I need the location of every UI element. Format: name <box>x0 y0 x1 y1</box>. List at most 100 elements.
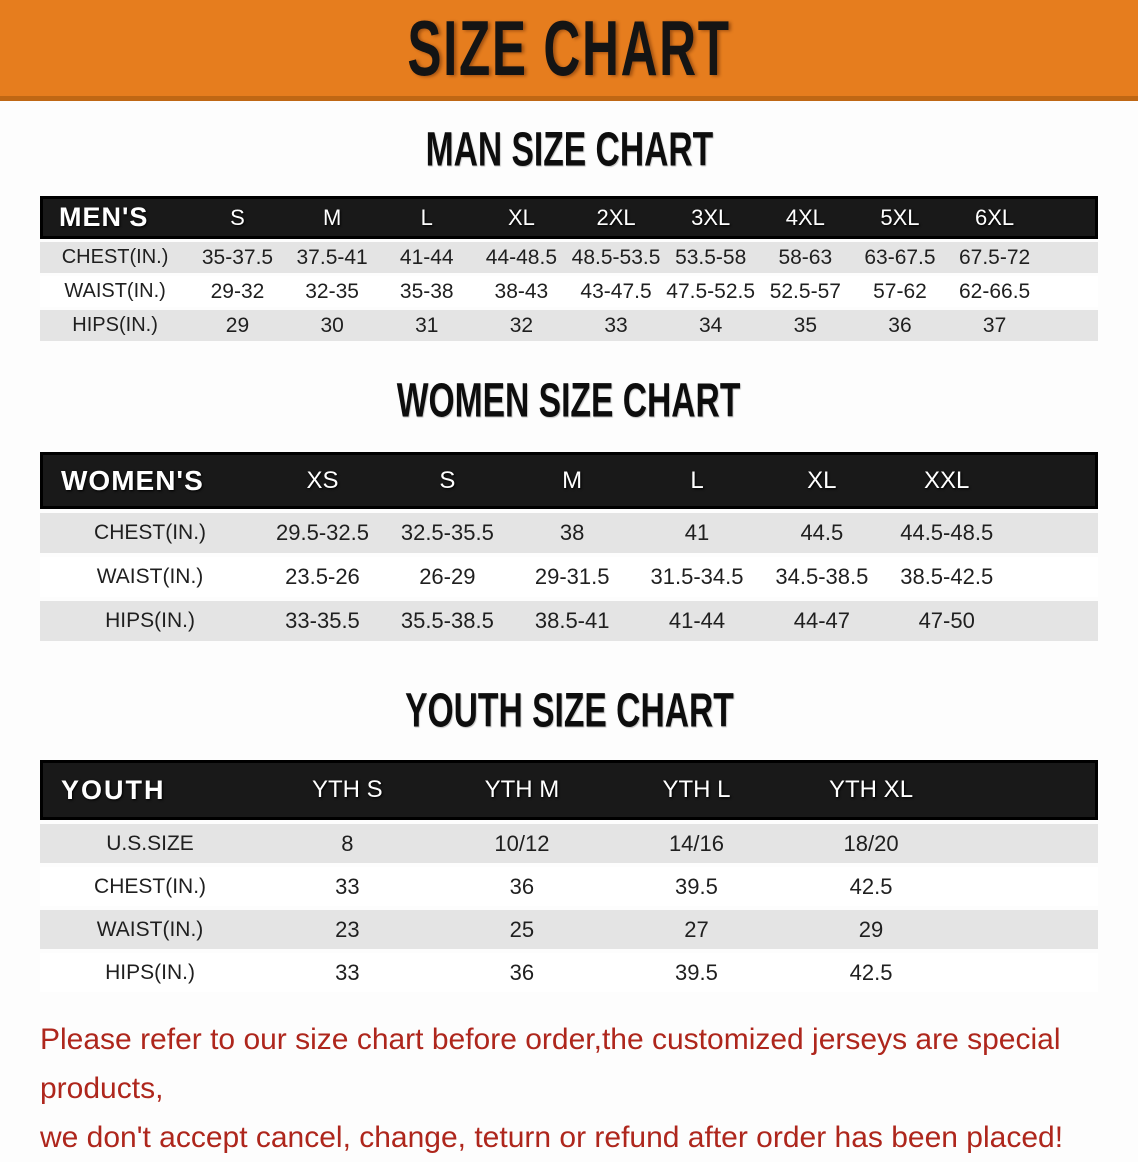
size-value-cell: 38.5-41 <box>509 601 635 642</box>
size-value-cell: 23 <box>260 910 435 950</box>
size-value-cell: 23.5-26 <box>260 557 385 598</box>
column-header: L <box>379 196 475 240</box>
table-row: WAIST(IN.) 29-32 32-35 35-38 38-43 43-47.5 47.… <box>40 276 1098 308</box>
size-value-cell: 41 <box>634 513 760 554</box>
footer-note: Please refer to our size chart before or… <box>40 1016 1118 1162</box>
column-header: XL <box>474 196 569 240</box>
row-label: U.S.SIZE <box>40 824 261 864</box>
size-value-cell: 44.5-48.5 <box>884 513 1010 554</box>
size-value-cell: 37.5-41 <box>284 242 380 274</box>
size-value-cell: 27 <box>609 910 784 950</box>
row-label: HIPS(IN.) <box>40 310 191 342</box>
youth-size-table: YOUTH YTH S YTH M YTH L YTH XL U.S.SIZE 8 10/12… <box>40 756 1098 996</box>
size-value-cell: 29.5-32.5 <box>260 513 385 554</box>
size-value-cell: 42.5 <box>783 953 959 993</box>
size-value-cell: 39.5 <box>609 953 784 993</box>
size-value-cell: 29 <box>783 910 959 950</box>
note-line-2: we don't accept cancel, change, teturn o… <box>40 1120 1064 1154</box>
column-header: 4XL <box>758 196 853 240</box>
size-value-cell: 30 <box>284 310 380 342</box>
size-value-cell: 10/12 <box>434 824 610 864</box>
size-value-cell: 35.5-38.5 <box>384 601 510 642</box>
women-size-table: WOMEN'S XS S M L XL XXL CHEST(IN.) 29.5-32.5 32.5… <box>40 448 1098 645</box>
column-header: YTH M <box>434 760 610 821</box>
size-value-cell: 29 <box>190 310 285 342</box>
column-header: 5XL <box>852 196 948 240</box>
row-label: CHEST(IN.) <box>40 867 261 907</box>
row-label: HIPS(IN.) <box>40 601 261 642</box>
column-header: 2XL <box>568 196 664 240</box>
column-header: S <box>190 196 285 240</box>
size-value-cell: 26-29 <box>384 557 510 598</box>
row-spacer <box>1041 310 1098 342</box>
size-value-cell: 38-43 <box>474 276 569 308</box>
column-header: 6XL <box>947 196 1042 240</box>
row-spacer <box>1009 601 1098 642</box>
table-row: HIPS(IN.) 33 36 39.5 42.5 <box>40 953 1098 993</box>
column-header: 3XL <box>663 196 758 240</box>
size-value-cell: 44.5 <box>759 513 885 554</box>
row-spacer <box>1009 513 1098 554</box>
section-youth: YOUTH SIZE CHART YOUTH YTH S YTH M YTH L YTH… <box>0 683 1138 996</box>
size-value-cell: 33 <box>568 310 664 342</box>
row-spacer <box>958 824 1098 864</box>
row-spacer <box>958 867 1098 907</box>
table-header-row: WOMEN'S XS S M L XL XXL <box>40 452 1098 510</box>
row-spacer <box>1009 557 1098 598</box>
size-value-cell: 57-62 <box>852 276 948 308</box>
size-value-cell: 43-47.5 <box>568 276 664 308</box>
men-section-heading-text: MAN SIZE CHART <box>425 121 713 177</box>
size-value-cell: 38.5-42.5 <box>884 557 1010 598</box>
section-men: MAN SIZE CHART MEN'S S M L XL 2XL 3XL 4XL 5XL 6XL… <box>0 122 1138 344</box>
table-header-row: YOUTH YTH S YTH M YTH L YTH XL <box>40 760 1098 821</box>
column-header: S <box>384 452 510 510</box>
size-value-cell: 41-44 <box>379 242 475 274</box>
table-row: WAIST(IN.) 23 25 27 29 <box>40 910 1098 950</box>
row-spacer <box>1041 242 1098 274</box>
column-header: M <box>509 452 635 510</box>
row-spacer <box>1041 276 1098 308</box>
size-value-cell: 52.5-57 <box>758 276 853 308</box>
content: MAN SIZE CHART MEN'S S M L XL 2XL 3XL 4XL 5XL 6XL… <box>0 122 1138 996</box>
size-value-cell: 58-63 <box>758 242 853 274</box>
size-value-cell: 47-50 <box>884 601 1010 642</box>
table-corner-label: WOMEN'S <box>40 452 261 510</box>
table-corner-label: YOUTH <box>40 760 261 821</box>
table-row: CHEST(IN.) 33 36 39.5 42.5 <box>40 867 1098 907</box>
size-value-cell: 36 <box>852 310 948 342</box>
note-line-1: Please refer to our size chart before or… <box>40 1023 1061 1106</box>
row-label: WAIST(IN.) <box>40 557 261 598</box>
size-value-cell: 32.5-35.5 <box>384 513 510 554</box>
row-spacer <box>958 910 1098 950</box>
size-value-cell: 29-32 <box>190 276 285 308</box>
column-header: YTH L <box>609 760 784 821</box>
row-label: WAIST(IN.) <box>40 910 261 950</box>
men-section-heading: MAN SIZE CHART <box>0 122 1138 176</box>
size-value-cell: 53.5-58 <box>663 242 758 274</box>
size-value-cell: 31.5-34.5 <box>634 557 760 598</box>
row-label: CHEST(IN.) <box>40 513 261 554</box>
table-row: HIPS(IN.) 33-35.5 35.5-38.5 38.5-41 41-44 44-… <box>40 601 1098 642</box>
column-header: M <box>284 196 380 240</box>
size-value-cell: 63-67.5 <box>852 242 948 274</box>
size-value-cell: 62-66.5 <box>947 276 1042 308</box>
size-value-cell: 47.5-52.5 <box>663 276 758 308</box>
column-header: YTH XL <box>783 760 959 821</box>
column-header: L <box>634 452 760 510</box>
table-corner-label: MEN'S <box>40 196 191 240</box>
row-spacer <box>958 953 1098 993</box>
size-value-cell: 38 <box>509 513 635 554</box>
row-label: HIPS(IN.) <box>40 953 261 993</box>
size-value-cell: 35-37.5 <box>190 242 285 274</box>
header-spacer <box>1041 196 1098 240</box>
row-label: WAIST(IN.) <box>40 276 191 308</box>
size-value-cell: 48.5-53.5 <box>568 242 664 274</box>
size-value-cell: 33 <box>260 867 435 907</box>
size-value-cell: 33-35.5 <box>260 601 385 642</box>
men-size-table: MEN'S S M L XL 2XL 3XL 4XL 5XL 6XL CHEST(IN.) 35-37… <box>40 193 1098 344</box>
size-value-cell: 31 <box>379 310 475 342</box>
banner: SIZE CHART <box>0 0 1138 101</box>
page-title: SIZE CHART <box>407 4 731 92</box>
size-value-cell: 67.5-72 <box>947 242 1042 274</box>
